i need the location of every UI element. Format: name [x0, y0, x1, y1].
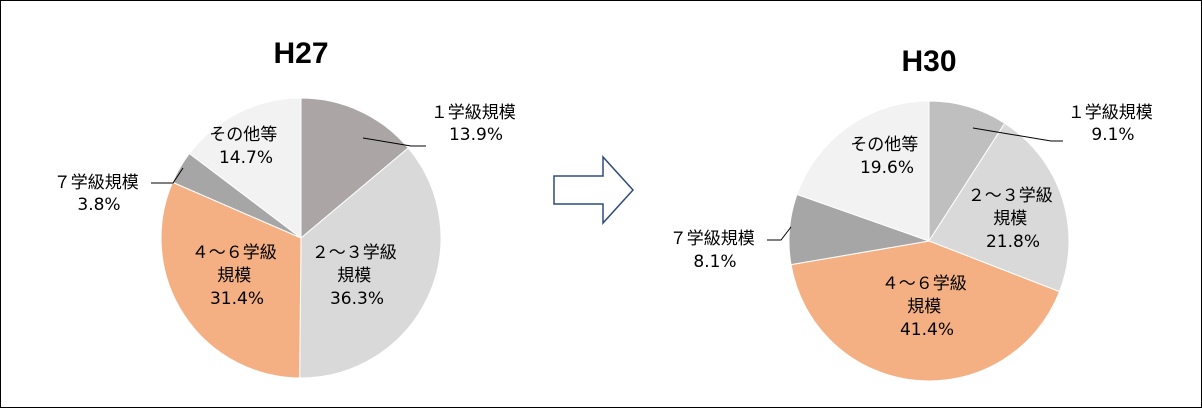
slice-label-h30-7gakkyu: ７学級規模 8.1% [670, 229, 760, 272]
slice-label-h27-1gakkyu: １学級規模 13.9% [431, 103, 521, 145]
pie-slice-h30-2-3gakkyu [928, 122, 1070, 293]
slice-label-h30-sonota: その他等 19.6% [850, 135, 923, 178]
slice-label-h30-2-3gakkyu: ２～３学級 規模 21.8% [968, 186, 1058, 252]
slice-label-h27-4-6gakkyu: ４～６学級 規模 31.4% [192, 243, 282, 309]
chart-title-h27: H27 [273, 37, 328, 70]
leader-line-h27-7gakkyu [151, 167, 184, 184]
slice-label-h27-7gakkyu: ７学級規模 3.8% [54, 173, 144, 215]
pie-chart-h27: H27 １学級規模 13.9% ２～３学級 規模 36.3% ４～６学級 規模 … [54, 37, 521, 379]
pie-slice-h27-1gakkyu [300, 97, 409, 240]
pie-slice-h27-sonota [188, 97, 302, 240]
slice-label-h30-4-6gakkyu: ４～６学級 規模 41.4% [882, 274, 972, 340]
leader-line-h30-7gakkyu [767, 226, 792, 241]
pie-slice-h30-1gakkyu [928, 100, 1006, 243]
arrow-shape [553, 155, 635, 225]
right-arrow-icon [553, 155, 635, 225]
leader-line-h27-1gakkyu [362, 137, 426, 147]
pie-chart-h30: H30 １学級規模 9.1% ２～３学級 規模 21.8% ４～６学級 規模 4… [670, 45, 1158, 382]
chart-title-h30: H30 [901, 45, 956, 78]
pie-slice-h30-4-6gakkyu [790, 240, 1061, 382]
slice-label-h27-2-3gakkyu: ２～３学級 規模 36.3% [312, 243, 402, 309]
leader-line-h30-1gakkyu [972, 127, 1063, 142]
pie-slices-h30 [788, 100, 1070, 382]
slice-label-h30-1gakkyu: １学級規模 9.1% [1068, 103, 1158, 145]
pie-slice-h27-2-3gakkyu [299, 147, 442, 379]
pie-slices-h27 [160, 97, 442, 379]
slice-label-h27-sonota: その他等 14.7% [209, 125, 282, 168]
pie-slice-h27-4-6gakkyu [160, 181, 302, 379]
pie-slice-h30-sonota [796, 100, 930, 242]
